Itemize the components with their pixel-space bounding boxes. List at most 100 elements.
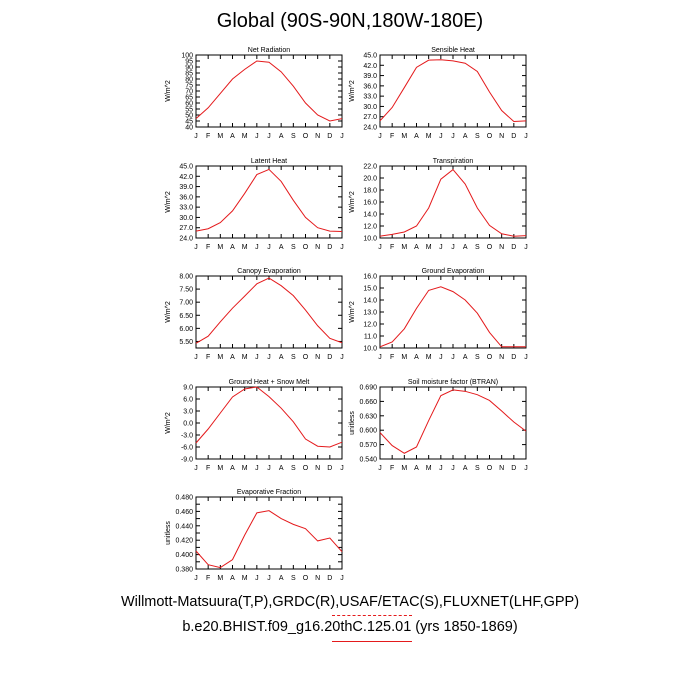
y-tick-label: -9.0 [181, 457, 193, 464]
plot-frame [195, 496, 343, 570]
y-tick-label: 24.0 [179, 236, 193, 243]
y-tick-label: 0.380 [175, 567, 193, 574]
x-tick-label: J [524, 133, 528, 140]
series-line [379, 168, 527, 237]
x-tick-label: A [414, 133, 419, 140]
y-tick-label: 0.570 [359, 442, 377, 449]
x-tick-label: S [475, 354, 480, 361]
y-tick-label: 85 [185, 71, 193, 78]
x-tick-label: A [279, 133, 284, 140]
y-axis-label: W/m^2 [349, 80, 356, 102]
y-tick-label: 27.0 [179, 225, 193, 232]
x-tick-label: J [378, 133, 382, 140]
y-tick-label: 90 [185, 65, 193, 72]
x-tick-label: A [230, 244, 235, 251]
credit-datasets: Willmott-Matsuura(T,P),GRDC(R),USAF/ETAC… [120, 594, 580, 610]
x-tick-label: J [255, 575, 259, 582]
x-tick-label: D [327, 575, 332, 582]
x-tick-label: N [499, 354, 504, 361]
y-tick-label: 40 [185, 125, 193, 132]
plot-frame [195, 165, 343, 239]
y-tick-label: 3.0 [183, 409, 193, 416]
y-tick-label: 7.50 [179, 287, 193, 294]
legend-solid-rule [332, 641, 412, 642]
x-tick-label: J [340, 244, 344, 251]
x-tick-label: A [279, 465, 284, 472]
x-tick-label: J [378, 244, 382, 251]
x-tick-label: A [414, 354, 419, 361]
y-tick-label: 14.0 [363, 212, 377, 219]
x-tick-label: M [217, 354, 223, 361]
x-tick-label: J [378, 354, 382, 361]
x-tick-label: J [194, 244, 198, 251]
chart-title: Latent Heat [251, 158, 287, 165]
y-tick-label: 0.630 [359, 413, 377, 420]
x-tick-label: F [206, 133, 210, 140]
x-tick-label: A [230, 465, 235, 472]
x-tick-label: S [475, 465, 480, 472]
x-tick-label: M [426, 133, 432, 140]
x-tick-label: N [499, 133, 504, 140]
y-tick-label: 0.480 [175, 495, 193, 502]
y-tick-label: 0.690 [359, 385, 377, 392]
x-tick-label: F [390, 354, 394, 361]
plot-frame [195, 386, 343, 460]
y-tick-label: 55 [185, 107, 193, 114]
x-tick-label: O [303, 354, 309, 361]
x-tick-label: S [291, 354, 296, 361]
y-tick-label: 7.00 [179, 300, 193, 307]
x-tick-label: A [463, 354, 468, 361]
x-tick-label: J [340, 354, 344, 361]
x-tick-label: D [327, 133, 332, 140]
series-line [195, 510, 343, 569]
plot-frame [195, 275, 343, 349]
x-tick-label: J [439, 244, 443, 251]
chart-title: Net Radiation [248, 47, 291, 54]
x-tick-label: A [463, 465, 468, 472]
y-tick-label: 16.0 [363, 274, 377, 281]
x-tick-label: A [230, 354, 235, 361]
x-tick-label: M [242, 465, 248, 472]
x-tick-label: D [327, 244, 332, 251]
x-tick-label: J [524, 465, 528, 472]
series-line [379, 59, 527, 123]
x-tick-label: J [194, 575, 198, 582]
y-tick-label: 45.0 [363, 53, 377, 60]
x-tick-label: M [217, 465, 223, 472]
y-tick-label: 14.0 [363, 298, 377, 305]
x-tick-label: D [511, 133, 516, 140]
y-tick-label: 65 [185, 95, 193, 102]
x-tick-label: S [475, 133, 480, 140]
x-tick-label: A [279, 354, 284, 361]
y-axis-label: W/m^2 [349, 301, 356, 323]
x-tick-label: N [315, 133, 320, 140]
chart-title: Canopy Evaporation [237, 268, 301, 275]
x-tick-label: D [327, 354, 332, 361]
x-tick-label: A [463, 133, 468, 140]
y-tick-label: 39.0 [363, 73, 377, 80]
x-tick-label: M [401, 465, 407, 472]
x-tick-label: A [279, 575, 284, 582]
x-tick-label: J [451, 244, 455, 251]
x-tick-label: O [303, 465, 309, 472]
x-tick-label: J [194, 354, 198, 361]
x-tick-label: J [267, 244, 271, 251]
chart-panel: Latent Heat W/m^2 24.0 27.0 30.0 33.0 36.0 39.0… [165, 158, 344, 251]
y-axis-label: W/m^2 [165, 301, 172, 323]
x-tick-label: O [303, 244, 309, 251]
y-tick-label: 33.0 [363, 94, 377, 101]
x-tick-label: O [303, 133, 309, 140]
x-tick-label: O [487, 244, 493, 251]
y-tick-label: 36.0 [179, 194, 193, 201]
y-tick-label: 12.0 [363, 224, 377, 231]
x-tick-label: N [315, 465, 320, 472]
y-tick-label: 36.0 [363, 83, 377, 90]
x-tick-label: M [217, 244, 223, 251]
x-tick-label: A [463, 244, 468, 251]
y-tick-label: 6.0 [183, 397, 193, 404]
x-tick-label: F [206, 244, 210, 251]
x-tick-label: J [524, 244, 528, 251]
x-tick-label: O [487, 133, 493, 140]
x-tick-label: J [255, 465, 259, 472]
